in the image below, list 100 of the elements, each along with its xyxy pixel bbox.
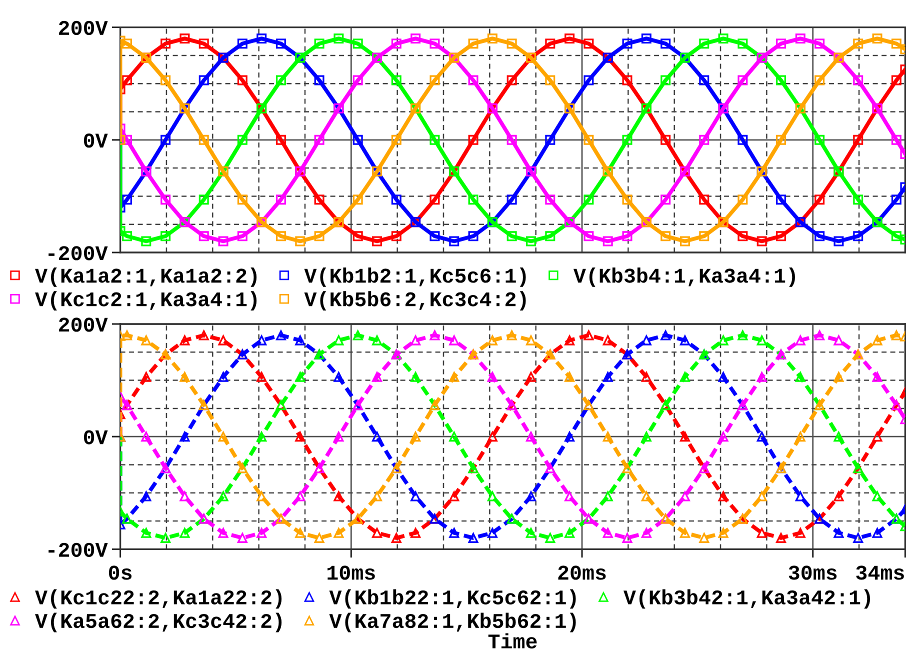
point [853,532,864,543]
point [372,491,382,502]
point [430,330,440,340]
point [602,432,613,442]
point [699,134,710,145]
point [372,236,382,246]
point [468,75,478,86]
point [795,34,806,44]
point [430,38,440,49]
point [160,38,171,49]
point [584,194,594,205]
point [180,34,190,44]
point [660,231,671,242]
point [295,372,306,382]
point [660,330,671,340]
point [834,491,844,502]
point [276,134,286,145]
point [602,491,613,502]
point [218,236,228,246]
point [334,34,344,44]
point [506,330,517,340]
point [776,231,786,242]
point [545,134,556,145]
point [660,75,671,86]
point [334,432,344,442]
point [237,134,248,145]
point [738,75,748,86]
point [699,194,710,205]
point [622,134,632,145]
point [853,134,864,145]
point [814,134,825,145]
point [352,75,363,86]
x-tick-label: 0s [108,566,132,580]
point [699,38,710,49]
point [718,34,728,44]
point [680,491,690,502]
point [872,34,882,44]
point [795,372,806,382]
point [564,491,575,502]
point [545,231,556,242]
point [198,231,209,242]
point [641,432,652,442]
point [334,335,344,346]
legend-label: V(Kb5b6:2,Kc3c4:2) [304,291,526,311]
point [680,236,690,246]
point [738,330,748,340]
point [198,134,209,145]
point [891,38,902,49]
point [891,231,902,242]
point [526,491,536,502]
point [872,372,882,382]
x-tick-label: 20ms [558,566,606,580]
point [352,231,363,242]
point [180,432,190,442]
point [256,372,267,382]
point [756,372,767,382]
point [487,491,498,502]
point [122,38,132,49]
point [237,38,248,49]
point [641,491,652,502]
point [295,335,306,346]
point [660,38,671,49]
point [814,38,825,49]
point [834,432,844,442]
point [622,532,632,543]
point [468,194,478,205]
point [756,432,767,442]
point [564,528,575,538]
point [545,532,556,543]
legend-label: V(Kb1b22:1,Kc5c62:1) [329,589,576,609]
point [680,528,690,538]
point [352,330,363,340]
point [776,134,786,145]
point [218,335,228,346]
y-tick-label: -200V [48,246,108,260]
point [834,528,844,538]
point [738,38,748,49]
point [487,528,498,538]
point [699,231,710,242]
point [314,134,324,145]
legend-label: V(Kc1c22:2,Ka1a22:2) [35,589,282,609]
point [314,231,324,242]
point [814,330,825,340]
point [718,372,728,382]
point [256,432,267,442]
point [276,75,286,86]
point [487,335,498,346]
point [602,528,613,538]
point [545,38,556,49]
point [584,75,594,86]
point [602,335,613,346]
point [872,491,882,502]
point [487,432,498,442]
point [526,528,536,538]
x-tick-label: 10ms [328,566,375,580]
legend-label: V(Ka7a82:1,Kb5b62:1) [329,612,576,632]
point [506,134,517,145]
y-tick-label: 0V [84,134,108,148]
point [295,236,306,246]
point [468,134,478,145]
